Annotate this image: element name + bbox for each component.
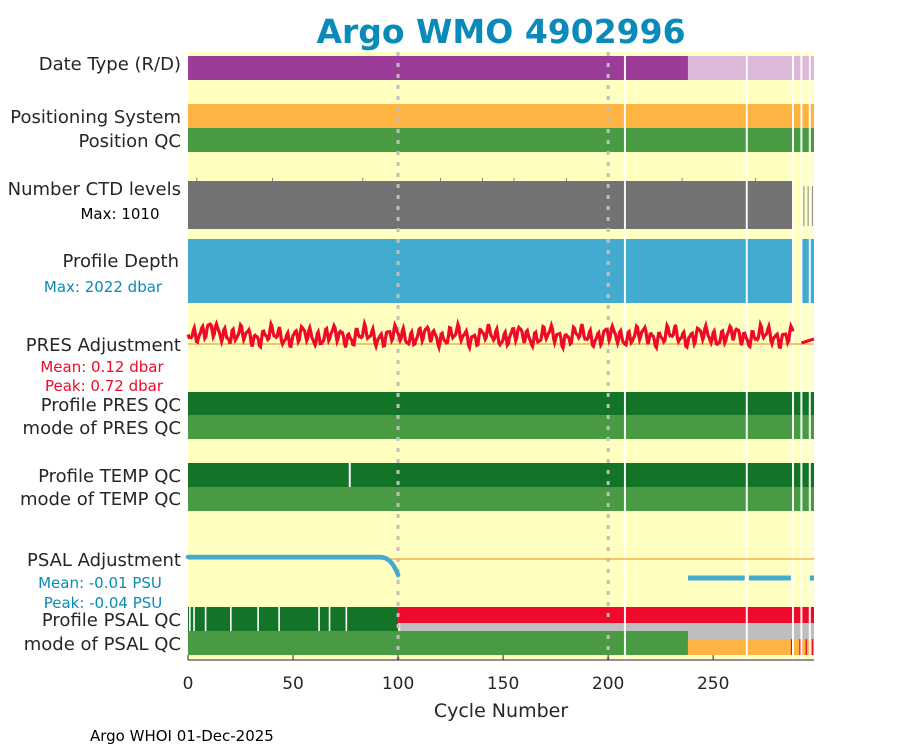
band-profile-psal-qc-good (188, 607, 399, 631)
ctd-level-tick-6 (566, 178, 567, 181)
label-profile-psal-qc: Profile PSAL QC (42, 610, 181, 631)
label-psal-peak: Peak: -0.04 PSU (44, 594, 163, 612)
psal-qc-notch-0 (189, 607, 191, 631)
chart-title: Argo WMO 4902996 (316, 12, 685, 51)
band-profile-depth-tail (801, 239, 814, 303)
ctd-level-late-2 (811, 186, 813, 226)
band-mode-pres-qc (188, 415, 814, 439)
band-ctd-levels (188, 181, 793, 229)
psal-qc-notch-8 (345, 607, 348, 631)
x-tick-label-150: 150 (487, 674, 519, 694)
ctd-level-tick-3 (440, 178, 441, 181)
pres-adjustment-series (186, 317, 795, 354)
label-profile-temp-qc: Profile TEMP QC (38, 466, 181, 487)
psal-adjustment-series (185, 554, 401, 578)
label-pres-mean: Mean: 0.12 dbar (40, 358, 164, 376)
temp-qc-notch (348, 463, 351, 487)
gap-line-cycle-266 (745, 52, 748, 660)
psal-qc-notch-3 (230, 607, 232, 631)
band-positioning-system (188, 104, 814, 128)
label-mode-psal-qc: mode of PSAL QC (24, 634, 181, 655)
x-tick-label-50: 50 (282, 674, 304, 694)
label-positioning-system: Positioning System (10, 107, 181, 128)
psal-qc-notch-5 (278, 607, 280, 631)
ctd-level-tick-5 (513, 178, 515, 181)
ctd-level-tick-2 (362, 178, 364, 181)
label-psal-mean: Mean: -0.01 PSU (38, 574, 162, 592)
ctd-level-tick-8 (755, 178, 757, 181)
label-pres-adjustment: PRES Adjustment (26, 335, 181, 356)
overlays (185, 52, 815, 660)
label-pres-peak: Peak: 0.72 dbar (45, 377, 164, 395)
ctd-level-late-0 (803, 186, 805, 226)
gap-line-cycle-288 (791, 52, 794, 660)
label-mode-pres-qc: mode of PRES QC (23, 418, 181, 439)
band-mode-psal-qc (188, 631, 688, 655)
label-profile-pres-qc: Profile PRES QC (41, 395, 181, 416)
ctd-level-tick-4 (482, 178, 483, 181)
band-date-type-realtime (188, 56, 688, 80)
psal-qc-notch-7 (328, 607, 331, 631)
label-date-type: Date Type (R/D) (39, 54, 181, 75)
band-profile-depth (188, 239, 793, 303)
ctd-level-tick-1 (272, 178, 273, 181)
data-bands (188, 56, 814, 655)
x-tick-label-0: 0 (183, 674, 194, 694)
psal-qc-notch-2 (204, 607, 207, 631)
x-tick-label-100: 100 (382, 674, 414, 694)
band-profile-temp-qc (188, 463, 814, 487)
band-position-qc (188, 128, 814, 152)
label-ctd-max: Max: 1010 (80, 205, 159, 223)
mode-psal-qc-red-mark-3 (811, 639, 814, 655)
label-profile-depth: Profile Depth (62, 251, 179, 272)
band-profile-psal-qc-bad (398, 607, 814, 623)
psal-qc-notch-4 (257, 607, 259, 631)
ctd-level-tick-7 (681, 178, 683, 181)
mode-psal-qc-red-mark-1 (799, 639, 801, 655)
label-psal-adjustment: PSAL Adjustment (27, 550, 181, 571)
ctd-level-tick-0 (196, 178, 198, 181)
label-ctd-levels: Number CTD levels (8, 179, 181, 200)
psal-qc-notch-6 (318, 607, 320, 631)
pres-adjustment-series-tail (800, 337, 815, 345)
x-axis-label: Cycle Number (434, 700, 568, 722)
gap-line-cycle-292 (800, 52, 803, 660)
x-axis: 0 50 100 150 200 250 (183, 655, 814, 694)
band-date-type-delayed (687, 56, 814, 80)
mode-psal-qc-red-mark-0 (790, 639, 793, 655)
x-tick-label-250: 250 (697, 674, 729, 694)
x-tick-label-200: 200 (592, 674, 624, 694)
band-profile-pres-qc (188, 392, 814, 415)
mode-psal-qc-red-mark-2 (805, 639, 807, 655)
band-mode-temp-qc (188, 487, 814, 511)
footer-credit: Argo WHOI 01-Dec-2025 (90, 727, 274, 745)
ctd-level-late-1 (807, 186, 809, 226)
gap-line-cycle-208 (623, 52, 626, 660)
band-mode-psal-qc-questionable (687, 639, 814, 655)
label-depth-max: Max: 2022 dbar (44, 278, 163, 296)
label-mode-temp-qc: mode of TEMP QC (20, 489, 181, 510)
psal-qc-notch-1 (193, 607, 195, 631)
label-position-qc: Position QC (78, 131, 181, 152)
gap-line-cycle-296 (808, 52, 811, 660)
